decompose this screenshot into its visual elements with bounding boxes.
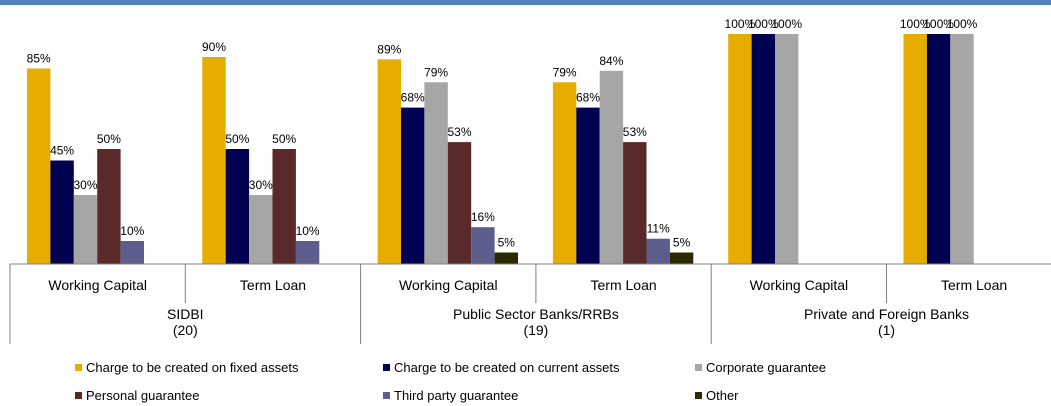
bar	[50, 160, 74, 264]
bar	[903, 34, 927, 264]
bar	[669, 252, 694, 264]
data-label: 53%	[623, 125, 647, 139]
data-label: 30%	[249, 178, 273, 192]
data-label: 100%	[900, 17, 931, 31]
data-label: 90%	[202, 40, 226, 54]
data-label: 11%	[647, 222, 670, 236]
x-axis	[9, 263, 1051, 344]
bar	[27, 68, 51, 264]
bar	[494, 252, 518, 264]
data-label: 79%	[553, 65, 577, 79]
category-label: Working Capital	[48, 277, 147, 293]
data-label: 89%	[377, 42, 401, 56]
bar	[623, 142, 647, 264]
category-labels-layer: Working Capital Term Loan Working Capital T…	[48, 277, 1007, 293]
data-label: 100%	[748, 17, 779, 31]
value-labels-layer: 85%90% 89%79%100% 100%45%50%68% 68%100% 100%…	[27, 17, 978, 250]
data-label: 100%	[771, 17, 802, 31]
data-label: 50%	[97, 132, 121, 146]
bar	[775, 34, 799, 264]
data-label: 30%	[73, 178, 97, 192]
data-label: 100%	[923, 17, 954, 31]
data-label: 50%	[225, 132, 249, 146]
data-label: 84%	[599, 54, 623, 68]
category-label: Working Capital	[399, 277, 498, 293]
bar	[295, 241, 320, 264]
bars-layer	[27, 34, 974, 264]
bar	[424, 82, 448, 264]
bar	[447, 142, 472, 264]
bar	[377, 59, 401, 264]
group-count-label: (20)	[173, 322, 198, 338]
data-label: 53%	[447, 125, 471, 139]
bar	[97, 149, 121, 264]
bar	[728, 34, 752, 264]
bar	[950, 34, 974, 264]
bar	[120, 241, 144, 264]
data-label: 50%	[272, 132, 296, 146]
bar	[73, 195, 98, 264]
category-label: Term Loan	[591, 277, 657, 293]
top-accent-bar	[0, 0, 1051, 5]
data-label: 79%	[424, 65, 448, 79]
data-label: 16%	[471, 210, 495, 224]
bar	[552, 82, 577, 264]
bar	[576, 107, 600, 264]
bar	[471, 227, 495, 264]
category-label: Term Loan	[941, 277, 1007, 293]
category-label: Working Capital	[750, 277, 849, 293]
group-count-label: (19)	[523, 322, 548, 338]
bar	[646, 238, 670, 264]
data-label: 100%	[725, 17, 756, 31]
data-label: 10%	[296, 224, 320, 238]
data-label: 68%	[401, 91, 425, 105]
data-label: 85%	[27, 52, 51, 66]
data-label: 5%	[673, 236, 691, 250]
bar	[401, 107, 425, 264]
group-count-label: (1)	[878, 322, 895, 338]
data-label: 5%	[498, 236, 516, 250]
group-label: Public Sector Banks/RRBs	[453, 306, 619, 322]
data-label: 68%	[576, 91, 600, 105]
bar	[202, 57, 226, 264]
category-label: Term Loan	[240, 277, 306, 293]
group-label: Private and Foreign Banks	[804, 306, 969, 322]
data-label: 45%	[50, 144, 74, 158]
bar	[249, 195, 273, 264]
bar	[751, 34, 775, 264]
group-labels-layer: SIDBI(20) Public Sector Banks/RRBs(19) Pri…	[167, 306, 969, 338]
bar	[225, 149, 250, 264]
data-label: 100%	[947, 17, 978, 31]
bar	[599, 70, 624, 264]
bar	[926, 34, 951, 264]
group-label: SIDBI	[167, 306, 204, 322]
data-label: 10%	[120, 224, 144, 238]
bar	[272, 149, 296, 264]
